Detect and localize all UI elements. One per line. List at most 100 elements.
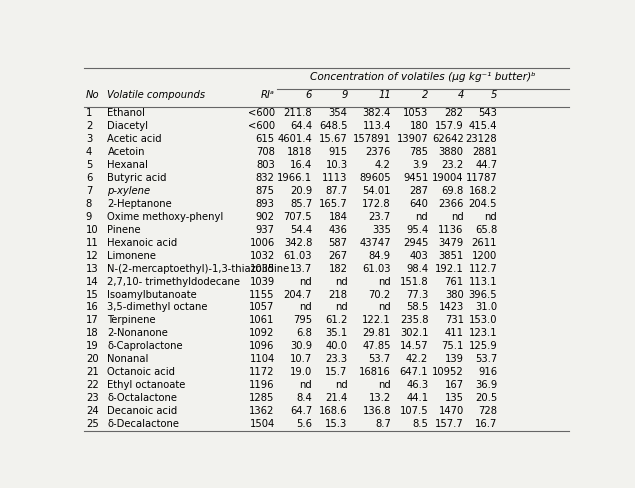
Text: 21.4: 21.4 [325,393,347,403]
Text: 172.8: 172.8 [362,199,391,209]
Text: nd: nd [378,380,391,390]
Text: 1155: 1155 [250,289,275,300]
Text: 13.2: 13.2 [369,393,391,403]
Text: 36.9: 36.9 [475,380,497,390]
Text: δ-Decalactone: δ-Decalactone [107,419,180,429]
Text: 43747: 43747 [359,238,391,248]
Text: 61.2: 61.2 [325,315,347,325]
Text: 615: 615 [256,134,275,144]
Text: 19.0: 19.0 [290,367,312,377]
Text: Acetic acid: Acetic acid [107,134,162,144]
Text: 2-Heptanone: 2-Heptanone [107,199,172,209]
Text: 113.4: 113.4 [363,121,391,131]
Text: Concentration of volatiles (μg kg⁻¹ butter)ᵇ: Concentration of volatiles (μg kg⁻¹ butt… [310,72,536,82]
Text: 1092: 1092 [250,328,275,338]
Text: 168.6: 168.6 [319,406,347,416]
Text: 15.3: 15.3 [325,419,347,429]
Text: 65.8: 65.8 [475,225,497,235]
Text: 6.8: 6.8 [297,328,312,338]
Text: 1104: 1104 [250,354,275,365]
Text: 20: 20 [86,354,98,365]
Text: 2945: 2945 [403,238,428,248]
Text: 64.4: 64.4 [290,121,312,131]
Text: 728: 728 [478,406,497,416]
Text: 640: 640 [410,199,428,209]
Text: 4.2: 4.2 [375,160,391,170]
Text: 2-Nonanone: 2-Nonanone [107,328,168,338]
Text: 47.85: 47.85 [363,341,391,351]
Text: 168.2: 168.2 [469,186,497,196]
Text: 267: 267 [328,251,347,261]
Text: 54.01: 54.01 [363,186,391,196]
Text: 16: 16 [86,303,98,312]
Text: 122.1: 122.1 [362,315,391,325]
Text: 113.1: 113.1 [469,277,497,286]
Text: 64.7: 64.7 [290,406,312,416]
Text: 61.03: 61.03 [284,251,312,261]
Text: 3880: 3880 [439,147,464,157]
Text: Ethyl octanoate: Ethyl octanoate [107,380,186,390]
Text: 84.9: 84.9 [369,251,391,261]
Text: 17: 17 [86,315,98,325]
Text: 411: 411 [444,328,464,338]
Text: 1470: 1470 [439,406,464,416]
Text: <600: <600 [248,108,275,118]
Text: 29.81: 29.81 [362,328,391,338]
Text: 20.9: 20.9 [290,186,312,196]
Text: 2376: 2376 [366,147,391,157]
Text: 1818: 1818 [287,147,312,157]
Text: 192.1: 192.1 [435,264,464,274]
Text: 1053: 1053 [403,108,428,118]
Text: nd: nd [335,277,347,286]
Text: 125.9: 125.9 [469,341,497,351]
Text: 8.5: 8.5 [412,419,428,429]
Text: 58.5: 58.5 [406,303,428,312]
Text: 1113: 1113 [322,173,347,183]
Text: 1504: 1504 [250,419,275,429]
Text: 1: 1 [86,108,92,118]
Text: 3,5-dimethyl octane: 3,5-dimethyl octane [107,303,208,312]
Text: 1096: 1096 [250,341,275,351]
Text: 69.8: 69.8 [441,186,464,196]
Text: 10: 10 [86,225,98,235]
Text: 543: 543 [478,108,497,118]
Text: Limonene: Limonene [107,251,156,261]
Text: 15: 15 [86,289,98,300]
Text: 35.1: 35.1 [325,328,347,338]
Text: 2,7,10- trimethyldodecane: 2,7,10- trimethyldodecane [107,277,241,286]
Text: 2: 2 [86,121,92,131]
Text: Acetoin: Acetoin [107,147,145,157]
Text: Ethanol: Ethanol [107,108,145,118]
Text: Volatile compounds: Volatile compounds [107,90,206,101]
Text: 44.1: 44.1 [406,393,428,403]
Text: 11: 11 [86,238,98,248]
Text: 167: 167 [444,380,464,390]
Text: 731: 731 [444,315,464,325]
Text: 14: 14 [86,277,98,286]
Text: δ-Caprolactone: δ-Caprolactone [107,341,183,351]
Text: 23.7: 23.7 [369,212,391,222]
Text: 5.6: 5.6 [296,419,312,429]
Text: 1362: 1362 [250,406,275,416]
Text: 204.7: 204.7 [284,289,312,300]
Text: 23.3: 23.3 [326,354,347,365]
Text: 98.4: 98.4 [406,264,428,274]
Text: 10.3: 10.3 [326,160,347,170]
Text: 302.1: 302.1 [400,328,428,338]
Text: 157891: 157891 [353,134,391,144]
Text: RIᵃ: RIᵃ [261,90,275,101]
Text: 53.7: 53.7 [475,354,497,365]
Text: 382.4: 382.4 [363,108,391,118]
Text: 5: 5 [86,160,92,170]
Text: 11787: 11787 [465,173,497,183]
Text: nd: nd [378,303,391,312]
Text: 761: 761 [444,277,464,286]
Text: 832: 832 [256,173,275,183]
Text: 1172: 1172 [250,367,275,377]
Text: nd: nd [299,380,312,390]
Text: 436: 436 [329,225,347,235]
Text: 4: 4 [457,90,464,101]
Text: 8: 8 [86,199,92,209]
Text: 902: 902 [256,212,275,222]
Text: 31.0: 31.0 [475,303,497,312]
